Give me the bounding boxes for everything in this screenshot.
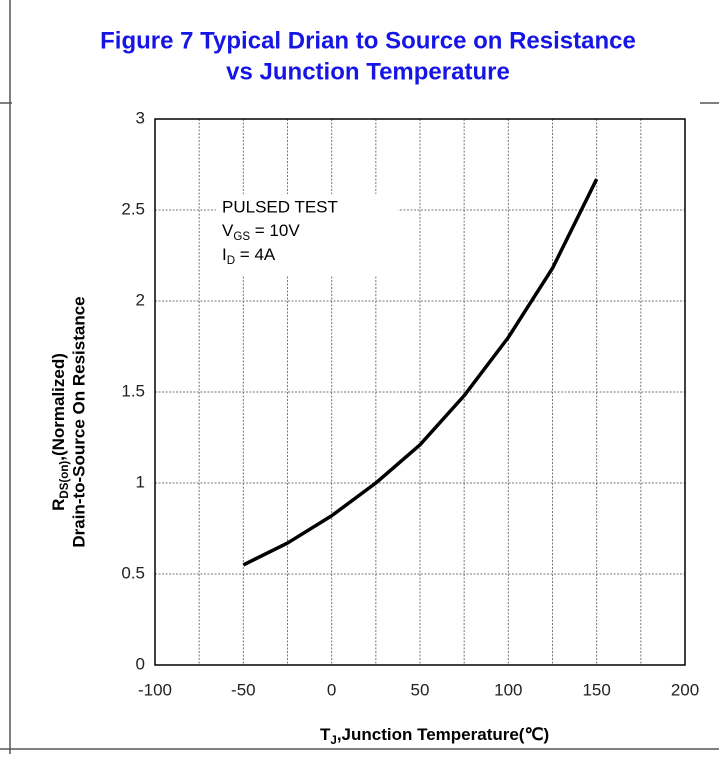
x-axis-label-part: ,Junction Temperature(℃): [337, 725, 549, 744]
annotation-part: I: [222, 245, 227, 264]
data-line: [242, 178, 599, 567]
annotation-part: V: [222, 221, 234, 240]
y-axis-label-part: R: [49, 499, 68, 511]
x-axis-label-part: T: [320, 725, 331, 744]
y-axis-label: Drain-to-Source On Resistance: [69, 296, 88, 547]
x-tick-label: 150: [582, 680, 610, 699]
annotation: PULSED TEST: [222, 197, 338, 216]
annotation-part: D: [227, 255, 235, 267]
y-tick-label: 1: [136, 472, 145, 491]
annotation-part: GS: [233, 231, 250, 243]
x-axis-label: TJ,Junction Temperature(℃): [320, 725, 549, 747]
y-axis-label-part: DS(on): [59, 461, 71, 499]
annotation-part: = 4A: [235, 245, 276, 264]
y-axis-label: RDS(on),(Normalized): [49, 353, 71, 511]
y-tick-label: 2: [136, 290, 145, 309]
x-tick-label: 100: [494, 680, 522, 699]
annotation: ID = 4A: [222, 245, 276, 267]
x-tick-label: 200: [671, 680, 699, 699]
y-tick-label: 2.5: [121, 199, 145, 218]
annotation-bg: [216, 194, 398, 276]
x-tick-label: 0: [327, 680, 336, 699]
annotation-part: = 10V: [250, 221, 300, 240]
x-axis-label-part: J: [330, 735, 336, 747]
plot-frame: [154, 118, 686, 666]
x-tick-label: -100: [138, 680, 172, 699]
x-tick-label: -50: [231, 680, 256, 699]
y-tick-label: 3: [136, 108, 145, 127]
y-axis-label-part: ,(Normalized): [49, 353, 68, 461]
x-tick-label: 50: [411, 680, 430, 699]
annotation: VGS = 10V: [222, 221, 300, 243]
y-tick-label: 0: [136, 654, 145, 673]
chart-title: Figure 7 Typical Drian to Source on Resi…: [100, 27, 636, 54]
y-tick-label: 1.5: [121, 381, 145, 400]
chart-title: vs Junction Temperature: [226, 58, 510, 85]
y-tick-label: 0.5: [121, 563, 145, 582]
